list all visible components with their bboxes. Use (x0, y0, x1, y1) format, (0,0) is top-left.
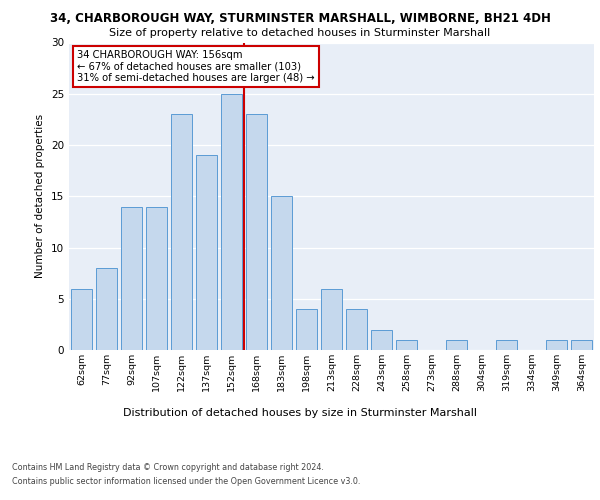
Text: Size of property relative to detached houses in Sturminster Marshall: Size of property relative to detached ho… (109, 28, 491, 38)
Bar (246, 114, 267, 350)
Bar (346, 309, 367, 350)
Text: 34 CHARBOROUGH WAY: 156sqm
← 67% of detached houses are smaller (103)
31% of sem: 34 CHARBOROUGH WAY: 156sqm ← 67% of deta… (77, 50, 314, 84)
Bar (71, 288, 92, 350)
Bar (446, 340, 467, 350)
Text: Contains public sector information licensed under the Open Government Licence v3: Contains public sector information licen… (12, 478, 361, 486)
Text: 34, CHARBOROUGH WAY, STURMINSTER MARSHALL, WIMBORNE, BH21 4DH: 34, CHARBOROUGH WAY, STURMINSTER MARSHAL… (50, 12, 550, 25)
Y-axis label: Number of detached properties: Number of detached properties (35, 114, 46, 278)
Bar (171, 114, 192, 350)
Bar (271, 196, 292, 350)
Bar (571, 340, 592, 350)
Bar (146, 206, 167, 350)
Text: Distribution of detached houses by size in Sturminster Marshall: Distribution of detached houses by size … (123, 408, 477, 418)
Bar (371, 330, 392, 350)
Bar (496, 340, 517, 350)
Bar (196, 155, 217, 350)
Text: Contains HM Land Registry data © Crown copyright and database right 2024.: Contains HM Land Registry data © Crown c… (12, 462, 324, 471)
Bar (121, 206, 142, 350)
Bar (321, 288, 342, 350)
Bar (221, 94, 242, 350)
Bar (396, 340, 417, 350)
Bar (546, 340, 567, 350)
Bar (96, 268, 117, 350)
Bar (296, 309, 317, 350)
